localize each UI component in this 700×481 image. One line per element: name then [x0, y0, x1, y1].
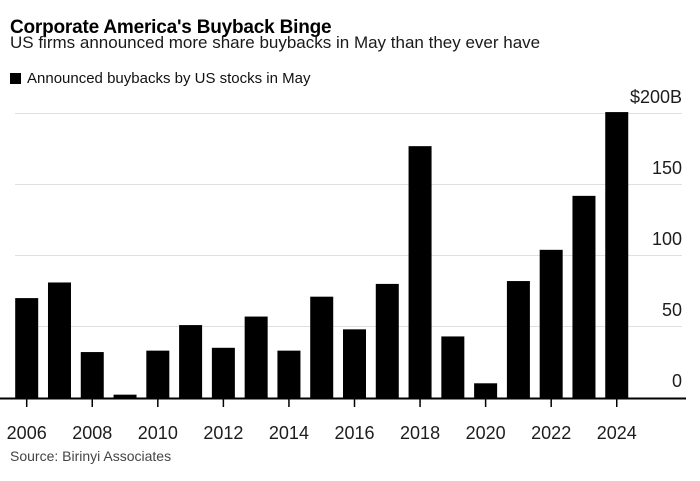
bar-2015: [310, 296, 334, 398]
bar-2019: [441, 336, 465, 398]
x-tick-label-2006: 2006: [7, 423, 47, 443]
bar-2022: [539, 249, 563, 398]
x-tick-label-2008: 2008: [72, 423, 112, 443]
chart-legend: Announced buybacks by US stocks in May: [10, 70, 310, 87]
bar-2006: [15, 298, 39, 398]
y-tick-label-100: 100: [652, 229, 682, 249]
y-tick-label-50: 50: [662, 300, 682, 320]
page-title: Corporate America's Buyback Binge: [10, 16, 332, 38]
chart-subtitle: US firms announced more share buybacks i…: [10, 33, 541, 52]
legend-label: Announced buybacks by US stocks in May: [27, 70, 311, 87]
bar-2014: [277, 350, 301, 398]
bar-2021: [506, 281, 530, 398]
x-tick-label-2022: 2022: [531, 423, 571, 443]
legend-swatch-icon: [10, 73, 21, 84]
bar-2013: [244, 316, 268, 398]
x-tick-label-2016: 2016: [334, 423, 374, 443]
x-tick-label-2014: 2014: [269, 423, 309, 443]
source-credit: Source: Birinyi Associates: [10, 448, 172, 464]
bar-2009: [113, 394, 137, 398]
x-tick-label-2012: 2012: [203, 423, 243, 443]
bar-2010: [146, 350, 170, 398]
bar-2011: [179, 325, 203, 398]
bar-2016: [343, 329, 366, 398]
bar-2012: [211, 347, 235, 398]
y-tick-label-0: 0: [672, 371, 682, 391]
bar-2007: [47, 282, 71, 398]
bar-2017: [375, 283, 399, 398]
y-tick-label-200: $200B: [630, 87, 682, 107]
x-tick-label-2020: 2020: [466, 423, 506, 443]
bar-2024: [605, 112, 629, 398]
bar-2018: [408, 146, 432, 398]
bar-2008: [80, 352, 104, 398]
x-tick-label-2024: 2024: [597, 423, 637, 443]
bar-2020: [474, 383, 498, 398]
bar-2023: [572, 195, 596, 398]
x-tick-label-2018: 2018: [400, 423, 440, 443]
y-tick-label-150: 150: [652, 158, 682, 178]
x-tick-label-2010: 2010: [138, 423, 178, 443]
